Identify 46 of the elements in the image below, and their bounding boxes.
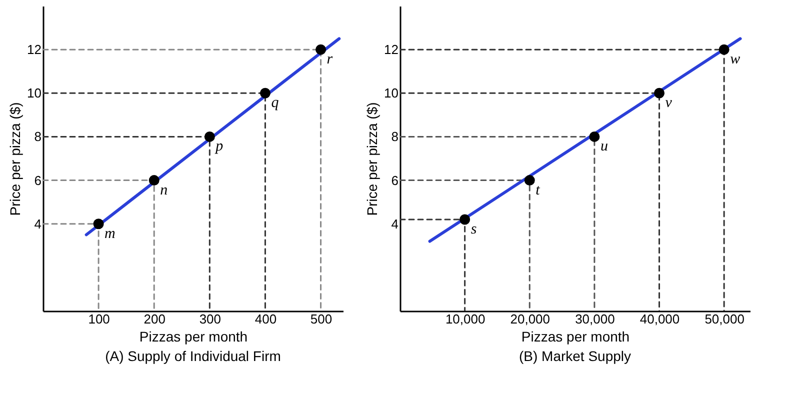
point [654, 88, 665, 98]
annotation: r [326, 52, 333, 68]
y-tick-label: 10 [384, 86, 398, 101]
text: (A) Supply of Individual Firm [105, 348, 281, 364]
text: (B) Market Supply [518, 348, 632, 364]
x-axis-title: Pizzas per month [139, 328, 248, 344]
x-tick-label: 20,000 [510, 312, 550, 326]
y-tick-label: 12 [27, 42, 42, 58]
x-tick-label: 10,000 [445, 312, 486, 326]
point [718, 44, 730, 55]
point [148, 175, 160, 186]
y-tick-label: 6 [391, 172, 398, 188]
point [93, 218, 104, 230]
y-axis-title: Price per pizza ($) [7, 102, 24, 216]
annotation: q [271, 95, 280, 112]
x-tick-label: 400 [254, 312, 277, 326]
y-tick-label: 4 [391, 216, 398, 232]
x-tick-label: 30,000 [575, 312, 615, 326]
annotation: w [730, 52, 740, 68]
annotation: m [104, 226, 116, 242]
point [260, 88, 270, 98]
x-tick-label: 50,000 [704, 312, 744, 326]
x-tick-label: 40,000 [640, 312, 680, 326]
point [524, 175, 535, 186]
x-axis-title: Pizzas per month [521, 328, 630, 344]
point [589, 131, 600, 142]
y-tick-label: 12 [384, 42, 398, 58]
point [316, 44, 326, 55]
x-tick-label: 200 [144, 312, 166, 326]
annotation: n [160, 182, 168, 198]
y-tick-label: 8 [34, 129, 42, 144]
x-tick-label: 100 [88, 312, 110, 326]
y-tick-label: 8 [391, 129, 398, 144]
y-axis-title: Price per pizza ($) [364, 102, 380, 216]
x-tick-label: 500 [310, 312, 332, 326]
annotation: s [470, 222, 477, 238]
y-tick-label: 6 [34, 172, 42, 188]
point [204, 131, 215, 142]
point [460, 214, 470, 225]
x-tick-label: 300 [199, 312, 222, 326]
annotation: u [600, 138, 608, 155]
y-tick-label: 4 [34, 216, 42, 232]
annotation: v [665, 95, 672, 112]
annotation: p [214, 138, 224, 155]
y-tick-label: 10 [27, 86, 42, 101]
annotation: t [536, 182, 541, 198]
